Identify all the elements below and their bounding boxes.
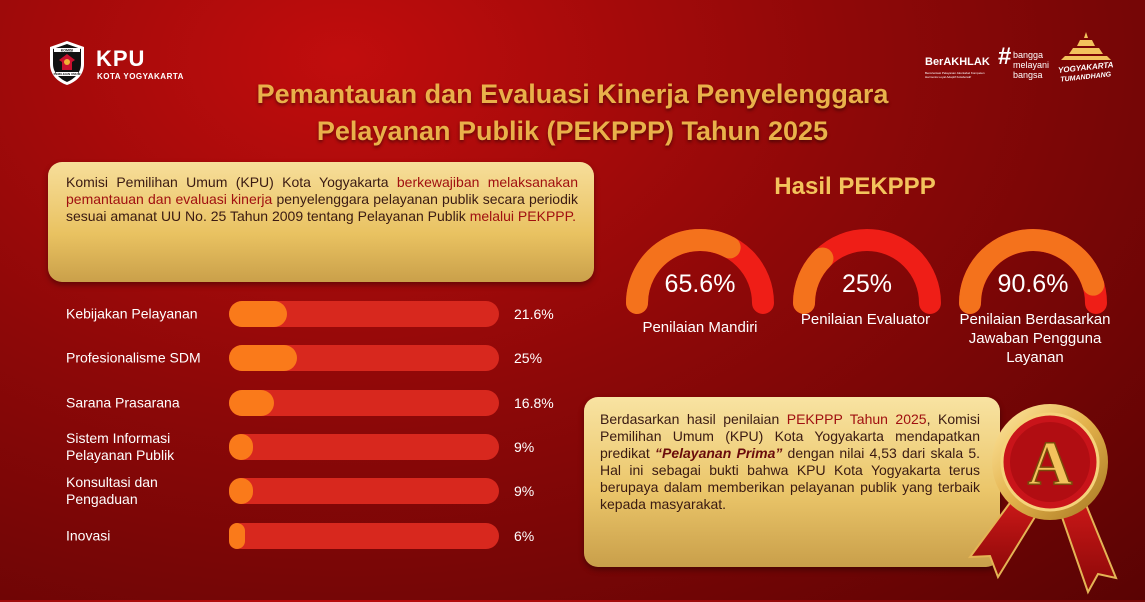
- bar-label: Inovasi: [66, 527, 111, 544]
- gauge-value-label: 90.6%: [997, 270, 1069, 298]
- bar-fill: [229, 478, 254, 504]
- grade-a-medal-icon: A: [967, 404, 1118, 595]
- intro-text: penyelenggara pelayanan publik secara pe…: [66, 191, 578, 224]
- bar-label: Kebijakan Pelayanan: [66, 305, 198, 322]
- bar-track: [229, 478, 499, 504]
- result-text: Berdasarkan hasil penilaian: [600, 411, 787, 427]
- gauge-fill: [959, 229, 1105, 314]
- intro-text-highlight: berkewajiban melaksanakan pemantauan dan…: [66, 174, 578, 207]
- gauge-fill: [793, 247, 834, 314]
- svg-text:PEMILIHAN UMUM: PEMILIHAN UMUM: [54, 72, 81, 76]
- bangga-line: bangsa: [1013, 70, 1043, 80]
- title-line: Pemantauan dan Evaluasi Kinerja Penyelen…: [256, 79, 889, 109]
- intro-card: Komisi Pemilihan Umum (KPU) Kota Yogyaka…: [48, 162, 594, 282]
- gauge-arc: [626, 229, 774, 314]
- kpu-emblem-icon: KOMISI PEMILIHAN UMUM: [50, 41, 84, 85]
- bar-row: Sarana Prasarana 16.8%: [66, 388, 566, 418]
- gauge-label: Penilaian Evaluator: [800, 311, 931, 328]
- results-title: Hasil PEKPPP: [774, 173, 936, 200]
- intro-text: Komisi Pemilihan Umum (KPU) Kota Yogyaka…: [66, 174, 397, 190]
- bar-fill: [229, 345, 297, 371]
- gauge-value-label: 65.6%: [664, 270, 736, 298]
- bangga-line: bangga: [1013, 50, 1044, 60]
- bangga-line: melayani: [1013, 60, 1050, 70]
- gauge: 90.6%: [958, 228, 1108, 323]
- bar-track: [229, 523, 499, 549]
- page-title: Pemantauan dan Evaluasi Kinerja Penyelen…: [0, 76, 1145, 150]
- result-card: Berdasarkan hasil penilaian PEKPPP Tahun…: [584, 397, 1000, 567]
- yogyakarta-tumandhang-logo: YOGYAKARTA TUMANDHANG: [1058, 32, 1114, 84]
- gauge: 65.6%: [625, 228, 775, 323]
- berakhlak-logo: BerAKHLAK: [925, 56, 990, 68]
- bar-value-label: 9%: [514, 483, 535, 499]
- bar-value-label: 25%: [514, 350, 543, 366]
- intro-text-highlight: melalui PEKPPP.: [469, 208, 577, 224]
- hashtag-icon: #: [998, 43, 1012, 70]
- gauge-label: Penilaian Berdasarkan Jawaban Pengguna L…: [959, 311, 1111, 366]
- bar-row: Konsultasi dan Pengaduan 9%: [66, 474, 566, 507]
- bar-label: Sistem Informasi Pelayanan Publik: [66, 430, 175, 463]
- bar-label: Konsultasi dan Pengaduan: [66, 474, 158, 507]
- bar-fill: [229, 390, 275, 416]
- result-text: , Komisi Pemilihan Umum (KPU) Kota Yogya…: [600, 411, 980, 461]
- bar-label: Profesionalisme SDM: [66, 349, 201, 366]
- kpu-logo-text: KPU: [96, 46, 146, 71]
- bar-row: Inovasi 6%: [66, 521, 566, 551]
- bar-track: [229, 434, 499, 460]
- result-text: dengan nilai 4,53 dari skala 5. Hal ini …: [600, 445, 981, 512]
- bar-value-label: 6%: [514, 528, 535, 544]
- gauge-arc: [793, 229, 941, 314]
- kpu-logo-subtitle: KOTA YOGYAKARTA: [97, 72, 184, 81]
- bar-fill: [229, 301, 288, 327]
- gauge: 25%: [792, 228, 942, 323]
- bar-track: [229, 301, 499, 327]
- result-text-highlight: PEKPPP Tahun 2025: [786, 411, 927, 427]
- bar-label: Sarana Prasarana: [66, 394, 180, 411]
- result-predicate: “Pelayanan Prima”: [655, 445, 783, 461]
- bar-fill: [229, 523, 246, 549]
- bar-value-label: 21.6%: [514, 306, 554, 322]
- bar-value-label: 16.8%: [514, 395, 554, 411]
- bar-track: [229, 345, 499, 371]
- gauge-value-label: 25%: [841, 270, 893, 298]
- bar-row: Profesionalisme SDM 25%: [66, 343, 566, 373]
- bar-fill: [229, 434, 254, 460]
- svg-text:KOMISI: KOMISI: [61, 48, 73, 52]
- bar-row: Kebijakan Pelayanan 21.6%: [66, 299, 566, 329]
- berakhlak-tagline: Berorientasi Pelayanan Akuntabel Kompete…: [925, 71, 985, 79]
- gauge-arc: [959, 229, 1107, 314]
- bar-row: Sistem Informasi Pelayanan Publik 9%: [66, 430, 566, 463]
- gauge-fill: [626, 229, 741, 314]
- title-line: Pelayanan Publik (PEKPPP) Tahun 2025: [316, 116, 829, 146]
- bar-value-label: 9%: [514, 439, 535, 455]
- gauge-label: Penilaian Mandiri: [642, 319, 758, 336]
- svg-text:A: A: [1028, 430, 1073, 498]
- bar-track: [229, 390, 499, 416]
